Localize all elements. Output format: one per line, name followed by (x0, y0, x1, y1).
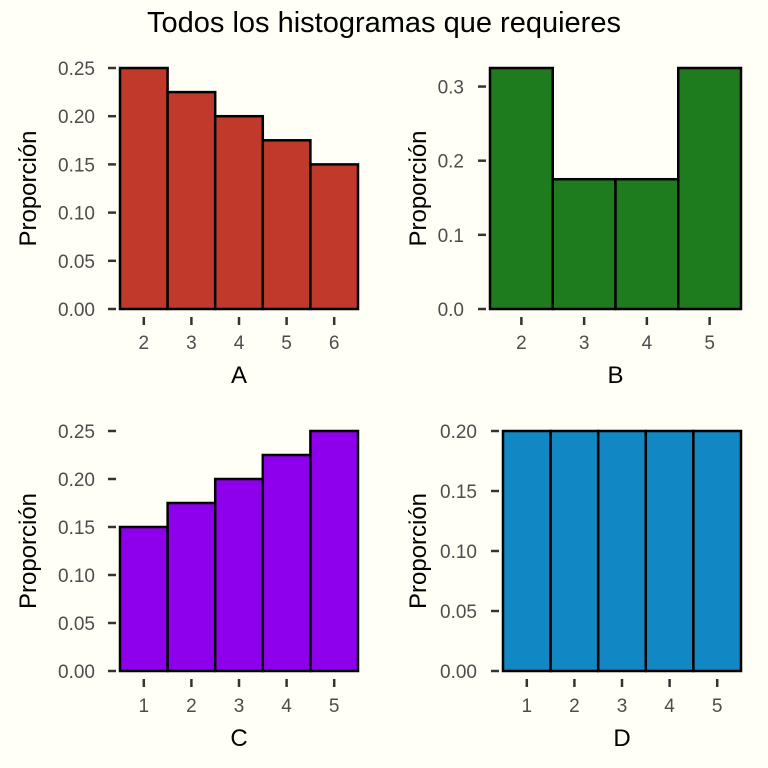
y-tick-label: 0.00 (58, 300, 95, 321)
x-tick-label: 5 (281, 333, 292, 354)
y-tick-label: 0.05 (440, 602, 477, 623)
x-tick-label: 1 (139, 696, 150, 717)
bar (118, 525, 169, 673)
x-tick-label: 2 (516, 333, 527, 354)
y-tick-label: 0.1 (438, 226, 464, 247)
x-tick-label: 5 (712, 696, 723, 717)
y-tick-label: 0.00 (440, 662, 477, 683)
x-tick-label: 3 (186, 333, 197, 354)
bar (501, 429, 552, 673)
bar (261, 453, 312, 673)
x-tick-label: 5 (329, 696, 340, 717)
y-tick-label: 0.20 (58, 107, 95, 128)
x-tick-label: 4 (234, 333, 245, 354)
x-tick-label: 3 (234, 696, 245, 717)
bar (309, 429, 360, 673)
x-tick-label: 5 (704, 333, 715, 354)
bar (644, 429, 695, 673)
bar (166, 501, 217, 673)
bar (551, 177, 617, 311)
y-tick-label: 0.20 (58, 470, 95, 491)
y-tick-label: 0.0 (438, 300, 464, 321)
x-tick-label: 4 (664, 696, 675, 717)
x-axis-title: B (607, 362, 623, 389)
y-axis-title: Proporción (405, 493, 432, 609)
x-axis-title: A (231, 362, 247, 389)
y-tick-label: 0.10 (58, 204, 95, 225)
bar (488, 66, 554, 311)
x-tick-label: 1 (522, 696, 533, 717)
y-tick-label: 0.25 (58, 422, 95, 443)
chart-panel-d: 0.00 0.05 0.10 0.15 0.20 1 2 3 4 5 D Proporción (405, 422, 743, 752)
y-tick-label: 0.15 (58, 155, 95, 176)
y-tick-label: 0.15 (440, 482, 477, 503)
bar (166, 90, 217, 311)
bar (213, 114, 265, 311)
bar (213, 477, 265, 673)
bar (677, 66, 743, 311)
x-tick-label: 3 (617, 696, 628, 717)
y-tick-label: 0.10 (58, 566, 95, 587)
bar (614, 177, 680, 311)
x-axis-title: D (613, 725, 630, 752)
y-axis-title: Proporción (15, 493, 42, 609)
chart-panel-a: 0.00 0.05 0.10 0.15 0.20 0.25 2 3 4 5 6 A Proporción (15, 59, 360, 389)
x-tick-label: 4 (642, 333, 653, 354)
y-tick-label: 0.25 (58, 59, 95, 80)
bar (596, 429, 648, 673)
x-tick-label: 2 (569, 696, 580, 717)
figure-title: Todos los histogramas que requieres (147, 7, 621, 39)
chart-panel-b: 0.0 0.1 0.2 0.3 2 3 4 5 B Proporción (405, 66, 743, 389)
y-tick-label: 0.10 (440, 542, 477, 563)
y-tick-label: 0.05 (58, 252, 95, 273)
y-axis-title: Proporción (15, 130, 42, 246)
y-tick-label: 0.05 (58, 614, 95, 635)
x-tick-label: 3 (579, 333, 590, 354)
bar (549, 429, 600, 673)
x-axis-title: C (230, 725, 247, 752)
x-tick-label: 2 (186, 696, 197, 717)
y-tick-label: 0.00 (58, 662, 95, 683)
chart-panel-c: 0.00 0.05 0.10 0.15 0.20 0.25 1 2 3 4 5 C Proporción (15, 422, 360, 752)
bar (692, 429, 743, 673)
y-tick-label: 0.15 (58, 518, 95, 539)
y-tick-label: 0.3 (438, 78, 464, 99)
y-axis-title: Proporción (405, 130, 432, 246)
bar (261, 139, 312, 311)
x-tick-label: 2 (139, 333, 150, 354)
bar (118, 66, 169, 311)
y-tick-label: 0.2 (438, 152, 464, 173)
x-tick-label: 4 (281, 696, 292, 717)
x-tick-label: 6 (329, 333, 340, 354)
bar (309, 163, 360, 311)
y-tick-label: 0.20 (440, 422, 477, 443)
